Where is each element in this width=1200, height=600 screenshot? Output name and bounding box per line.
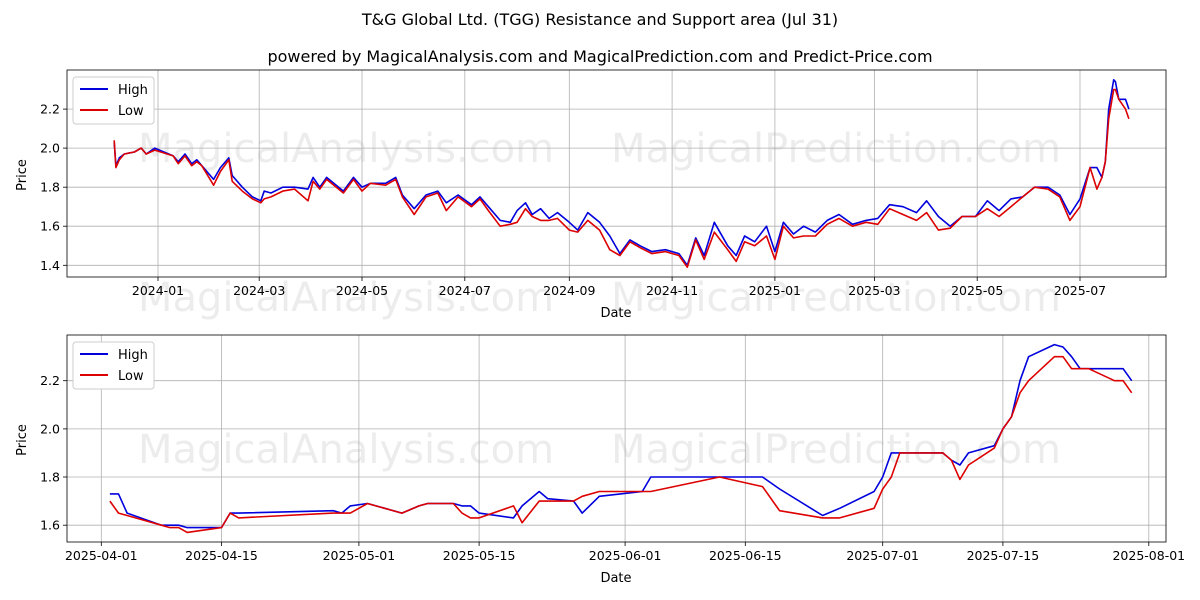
bottom-legend: High Low [72, 341, 155, 390]
watermark-bottom-right: MagicalPrediction.com [611, 427, 1061, 473]
watermark-mid-left: MagicalAnalysis.com [138, 275, 554, 321]
bottom-x-tick-label: 2025-05-15 [443, 548, 516, 563]
top-legend-low-label: Low [118, 104, 144, 119]
bottom-series-lines [109, 343, 1133, 534]
watermark-top-right: MagicalPrediction.com [611, 126, 1061, 172]
watermark-bottom-left: MagicalAnalysis.com [138, 427, 554, 473]
bottom-y-tick-label: 2.0 [40, 421, 60, 436]
top-legend-high-label: High [118, 83, 148, 98]
top-x-tick-label: 2024-11 [646, 283, 698, 298]
bottom-plot-frame [66, 334, 1167, 543]
top-series-high-line [113, 79, 1130, 267]
bottom-legend-low-label: Low [118, 369, 144, 384]
bottom-axis-ticks: 2025-04-01 2025-04-15 2025-05-01 2025-05-15… [40, 373, 1185, 563]
bottom-x-tick-label: 2025-04-01 [65, 548, 138, 563]
top-y-tick-label: 1.6 [40, 219, 60, 234]
chart-subtitle: powered by MagicalAnalysis.com and Magic… [267, 47, 932, 66]
bottom-x-tick-label: 2025-07-01 [846, 548, 919, 563]
top-y-tick-label: 2.0 [40, 141, 60, 156]
top-y-tick-label: 1.8 [40, 180, 60, 195]
chart-title: T&G Global Ltd. (TGG) Resistance and Sup… [361, 10, 838, 29]
bottom-x-axis-label: Date [600, 571, 631, 586]
bottom-x-tick-label: 2025-08-01 [1112, 548, 1185, 563]
bottom-series-low-line [109, 355, 1133, 534]
bottom-legend-high-label: High [118, 348, 148, 363]
bottom-panel: MagicalAnalysis.com MagicalPrediction.co… [15, 334, 1185, 586]
bottom-y-axis-label: Price [15, 424, 30, 456]
top-x-axis-label: Date [600, 306, 631, 321]
top-x-tick-label: 2025-03 [848, 283, 900, 298]
bottom-x-tick-label: 2025-07-15 [967, 548, 1040, 563]
top-series-low-line [113, 88, 1130, 269]
top-x-tick-label: 2025-05 [951, 283, 1003, 298]
bottom-y-tick-label: 1.8 [40, 470, 60, 485]
top-axis-ticks: 2024-01 2024-03 2024-05 2024-07 2024-09 2024-… [40, 102, 1106, 298]
bottom-series-high-line [109, 343, 1133, 529]
top-x-tick-label: 2024-09 [543, 283, 595, 298]
top-panel: MagicalAnalysis.com MagicalPrediction.co… [15, 69, 1167, 321]
top-plot-frame [66, 69, 1167, 278]
top-x-tick-label: 2024-05 [336, 283, 388, 298]
top-y-tick-label: 1.4 [40, 258, 60, 273]
bottom-x-tick-label: 2025-04-15 [185, 548, 258, 563]
top-x-tick-label: 2024-03 [233, 283, 285, 298]
watermark-top-left: MagicalAnalysis.com [138, 126, 554, 172]
bottom-y-tick-label: 2.2 [40, 373, 60, 388]
top-y-axis-label: Price [15, 159, 30, 191]
bottom-y-tick-label: 1.6 [40, 518, 60, 533]
top-x-tick-label: 2025-07 [1054, 283, 1106, 298]
top-series-lines [113, 79, 1130, 269]
bottom-x-tick-label: 2025-05-01 [323, 548, 396, 563]
top-x-tick-label: 2024-01 [132, 283, 184, 298]
bottom-gridlines [67, 335, 1166, 542]
top-y-tick-label: 2.2 [40, 102, 60, 117]
top-x-tick-label: 2025-01 [749, 283, 801, 298]
top-gridlines [67, 70, 1166, 277]
bottom-x-tick-label: 2025-06-15 [709, 548, 782, 563]
bottom-x-tick-label: 2025-06-01 [589, 548, 662, 563]
watermark-mid-right: MagicalPrediction.com [611, 275, 1061, 321]
top-legend: High Low [72, 76, 155, 125]
top-x-tick-label: 2024-07 [439, 283, 491, 298]
